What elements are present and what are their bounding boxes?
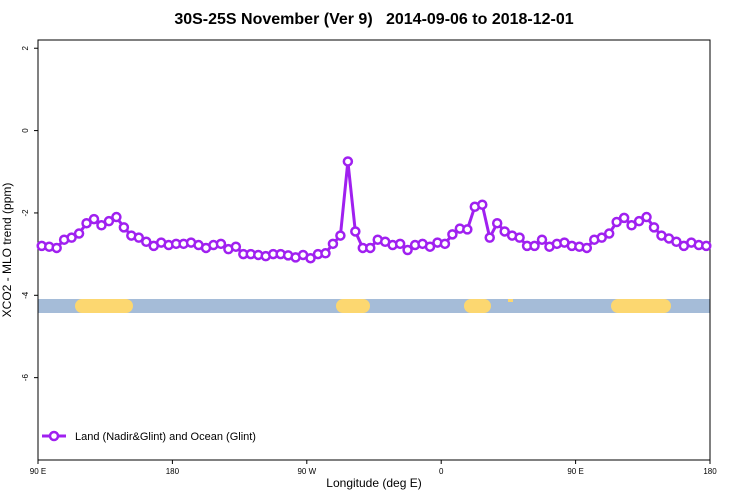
point	[618, 212, 630, 224]
point	[335, 230, 346, 241]
land-band	[464, 299, 491, 313]
x-axis-label: Longitude (deg E)	[326, 476, 421, 490]
point	[536, 234, 548, 245]
point	[424, 241, 436, 252]
y-tick-label: -6	[21, 374, 30, 382]
y-tick-label: -4	[21, 291, 30, 299]
point	[596, 232, 607, 243]
y-tick-label: -2	[21, 209, 30, 217]
point	[81, 217, 92, 229]
point	[671, 236, 682, 248]
point	[402, 244, 413, 256]
point	[484, 232, 495, 243]
land-band	[336, 299, 370, 313]
point	[320, 248, 331, 259]
point	[491, 217, 503, 229]
point	[141, 236, 152, 248]
point	[641, 211, 652, 223]
point	[477, 199, 488, 210]
y-axis-label: XCO2 - MLO trend (ppm)	[0, 183, 14, 318]
legend-marker	[48, 430, 60, 442]
land-band	[508, 299, 513, 302]
legend-label: Land (Nadir&Glint) and Ocean (Glint)	[75, 431, 256, 443]
point	[514, 232, 525, 243]
point	[394, 238, 406, 250]
legend: Land (Nadir&Glint) and Ocean (Glint)	[42, 430, 256, 443]
ocean-band	[38, 299, 710, 313]
point	[581, 242, 593, 254]
plot-frame	[37, 39, 711, 461]
point	[133, 232, 145, 243]
point	[529, 240, 540, 252]
y-tick-label: 0	[21, 128, 30, 133]
point	[111, 211, 122, 223]
point	[499, 226, 510, 237]
point	[462, 224, 473, 235]
point	[365, 242, 376, 254]
point	[305, 252, 316, 264]
point	[230, 241, 242, 252]
land-band	[75, 299, 133, 313]
point	[603, 228, 615, 239]
point	[73, 228, 85, 239]
point	[447, 229, 458, 240]
point	[626, 220, 637, 231]
point	[51, 242, 62, 254]
point	[648, 222, 660, 233]
x-tick-label: 90 E	[30, 467, 46, 476]
point	[611, 216, 622, 228]
y-tick-label: 2	[21, 45, 30, 50]
point	[96, 220, 107, 231]
x-tick-label: 90 W	[297, 467, 316, 476]
surface-band	[38, 299, 710, 313]
x-tick-label: 90 E	[567, 467, 583, 476]
point	[118, 222, 130, 233]
point	[66, 232, 77, 243]
point	[215, 238, 227, 250]
point	[342, 156, 354, 167]
x-tick-label: 180	[166, 467, 180, 476]
chart-title: 30S-25S November (Ver 9) 2014-09-06 to 2…	[174, 11, 573, 28]
land-band	[611, 299, 671, 313]
point	[350, 226, 361, 237]
point	[701, 240, 712, 252]
point	[88, 213, 100, 225]
x-tick-label: 180	[703, 467, 717, 476]
point	[103, 215, 115, 227]
point	[439, 238, 451, 250]
point	[633, 215, 645, 227]
point	[327, 238, 339, 250]
x-tick-label: 0	[439, 467, 444, 476]
